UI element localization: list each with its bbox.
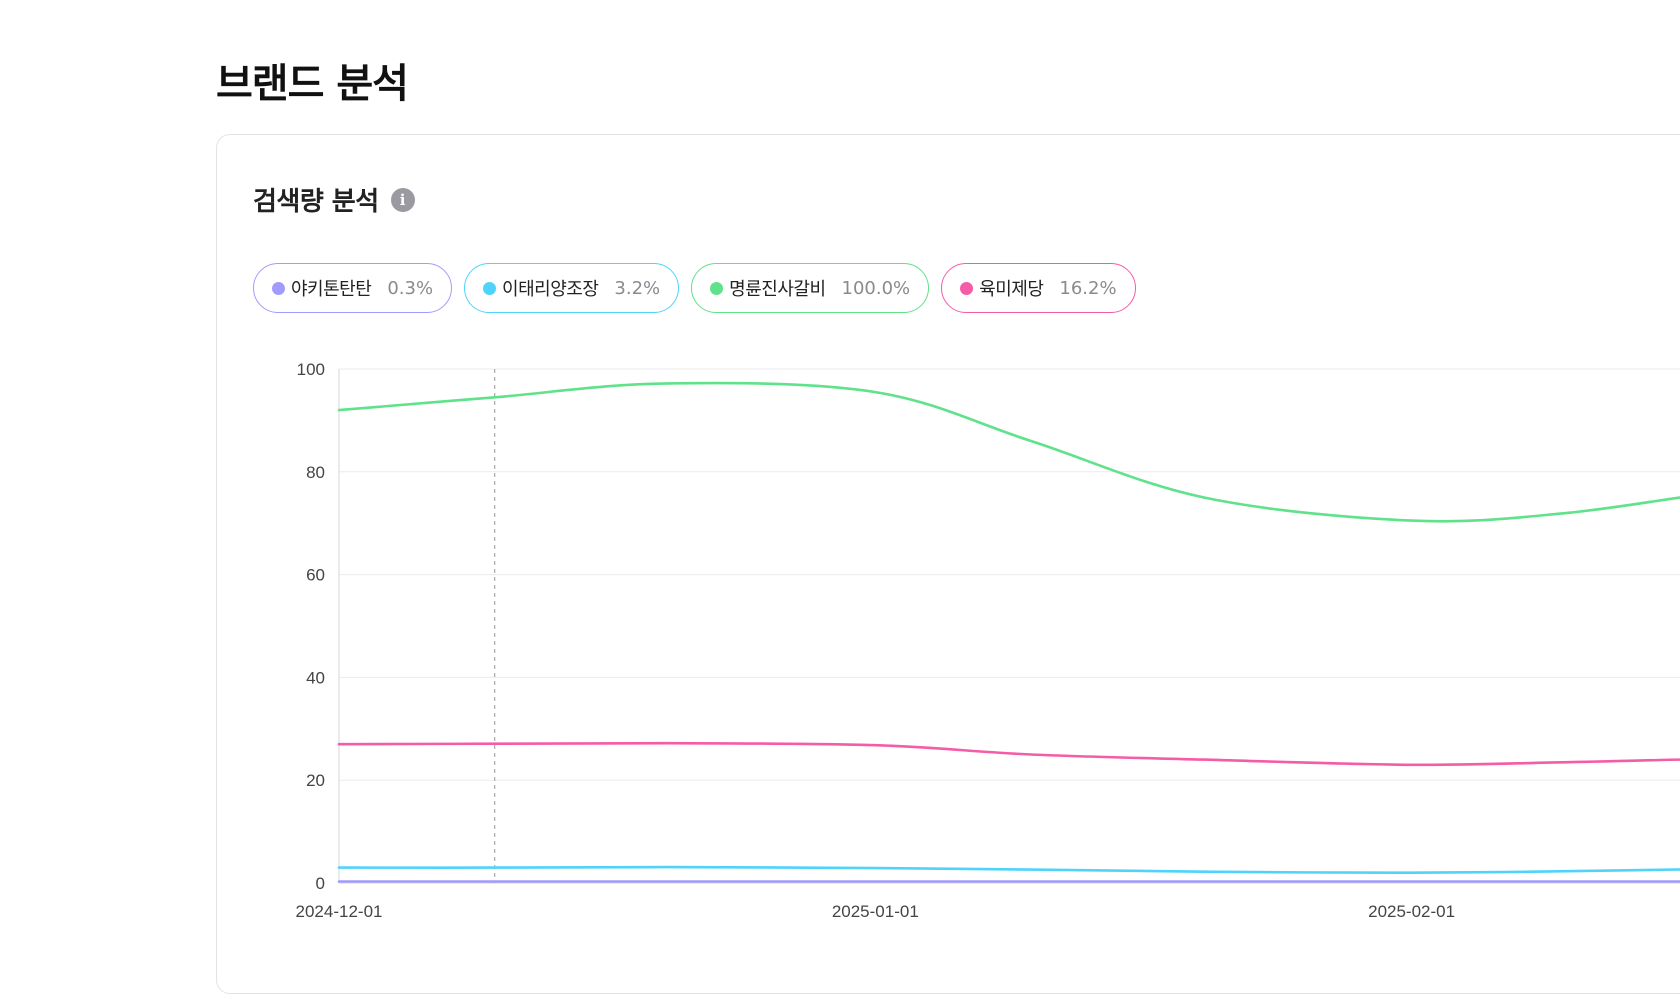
x-tick-label: 2025-01-01	[832, 902, 919, 921]
y-tick-label: 40	[306, 668, 325, 687]
x-tick-label: 2024-12-01	[296, 902, 383, 921]
legend-percent: 100.0%	[841, 277, 911, 299]
legend-chip-myeongnyun-galbi[interactable]: 명륜진사갈비 100.0%	[691, 263, 930, 313]
x-tick-label: 2025-02-01	[1368, 902, 1455, 921]
legend-label: 육미제당	[979, 279, 1044, 300]
legend-dot	[960, 281, 974, 295]
series-line	[337, 741, 1680, 767]
legend-dot	[483, 281, 497, 295]
y-tick-label: 20	[306, 771, 325, 790]
page-title: 브랜드 분석	[216, 61, 409, 107]
info-icon[interactable]: i	[390, 187, 415, 212]
legend-percent: 3.2%	[614, 277, 661, 299]
y-tick-label: 0	[316, 874, 325, 893]
legend-chip-italy-brewery[interactable]: 이태리양조장 3.2%	[464, 263, 680, 313]
legend-chip-yukmi-jedang[interactable]: 육미제당 16.2%	[941, 263, 1136, 313]
legend-dot	[710, 281, 724, 295]
legend-percent: 16.2%	[1059, 277, 1117, 299]
y-tick-label: 80	[306, 463, 325, 482]
y-tick-label: 60	[306, 566, 325, 585]
series-line	[337, 381, 1680, 523]
y-tick-label: 100	[297, 360, 325, 379]
card-header: 검색량 분석 i	[253, 181, 415, 218]
search-volume-line-chart: 0 20 40 60 80 100 2024-12-01 2025-01-01 2025-02-…	[296, 360, 1680, 921]
card-title: 검색량 분석	[253, 187, 379, 217]
legend-label: 명륜진사갈비	[729, 279, 826, 300]
legend-dot	[272, 281, 285, 295]
legend-label: 이태리양조장	[502, 279, 599, 300]
legend-label: 야키톤탄탄	[291, 279, 372, 300]
legend: 야키톤탄탄 0.3% 이태리양조장 3.2% 명륜진사갈비 100.0% 육미제…	[253, 263, 1136, 313]
legend-percent: 0.3%	[387, 277, 434, 299]
legend-chip-yakitontantan[interactable]: 야키톤탄탄 0.3%	[253, 263, 453, 313]
search-volume-card: 검색량 분석 i 야키톤탄탄 0.3% 이태리양조장 3.2% 명륜진사갈비 1…	[216, 134, 1680, 994]
series-line	[337, 865, 1680, 875]
